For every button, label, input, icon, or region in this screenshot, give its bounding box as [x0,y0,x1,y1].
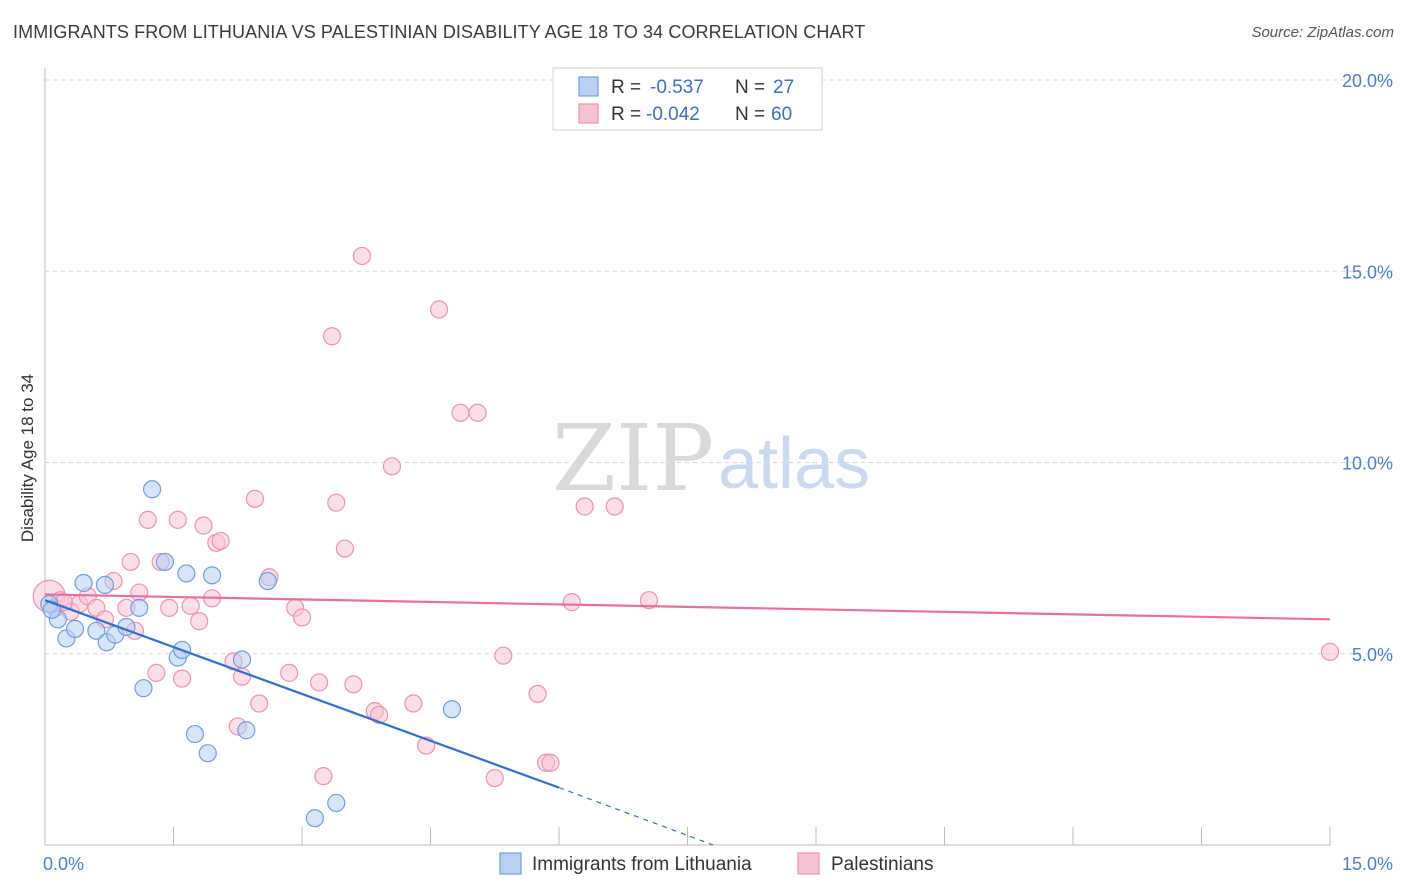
lithuania-point-16 [177,564,196,583]
lithuania-point-11 [134,679,153,698]
legend-n-value-palestinians: 60 [771,104,792,125]
palestinian-point-34 [314,767,333,786]
palestinian-point-39 [352,246,372,266]
palestinian-point-19 [190,612,209,631]
lithuania-point-25 [442,700,462,719]
legend-r-label-lithuania: R = [611,77,641,98]
watermark-atlas: atlas [718,424,870,504]
y-tick-label-1: 10.0% [1342,454,1393,474]
watermark-zip: ZIP [552,405,714,512]
axes [44,68,1331,846]
lithuania-point-10 [130,598,149,617]
lithuania-point-21 [237,721,256,740]
palestinian-point-11 [130,583,149,602]
palestinian-point-43 [404,694,423,713]
y-tick-label-0: 5.0% [1352,645,1393,665]
source-credit: Source: ZipAtlas.com [1251,24,1394,41]
legend-swatch-palestinians [578,103,599,124]
palestinian-point-23 [211,531,230,551]
palestinian-point-54 [575,497,594,516]
lithuania-point-22 [258,571,277,591]
palestinian-point-45 [429,300,449,319]
y-tick-label-2: 15.0% [1342,262,1393,282]
legend-r-value-lithuania: -0.537 [650,77,704,98]
palestinian-point-33 [310,673,329,692]
legend-n-value-lithuania: 27 [773,77,794,98]
y-axis-label: Disability Age 18 to 34 [18,374,37,542]
lithuania-point-13 [155,552,175,572]
lithuania-trend-line [44,599,560,789]
palestinian-point-15 [160,598,179,617]
lithuania-point-24 [327,793,346,813]
palestinian-point-13 [147,663,166,682]
palestinian-point-28 [250,694,269,713]
palestinian-point-55 [605,497,624,516]
palestinian-point-38 [344,675,363,694]
lithuania-point-26 [42,600,61,619]
palestinian-point-47 [468,403,487,422]
palestinian-point-20 [194,516,213,535]
x-tick-labels: 0.0% 15.0% [43,854,1393,874]
x-tick-label-0: 0.0% [43,854,84,874]
watermark: ZIP atlas [552,405,870,512]
lithuania-points [40,480,462,828]
palestinian-point-49 [494,646,513,665]
palestinian-point-30 [280,663,299,682]
palestinian-point-57 [1320,642,1340,661]
x-tick-label-1: 15.0% [1342,854,1393,874]
palestinian-point-42 [382,457,402,476]
trend-lines [44,593,1331,846]
lithuania-point-4 [74,573,93,593]
palestinian-point-46 [451,403,470,422]
palestinian-point-53 [562,593,581,612]
gridlines [45,79,1393,655]
palestinian-point-32 [292,608,312,627]
palestinian-point-50 [528,684,547,704]
legend-n-label-lithuania: N = [735,77,765,98]
lithuania-point-12 [142,480,162,499]
palestinian-point-41 [370,705,389,725]
palestinian-point-18 [181,596,200,616]
bottom-legend-label-lithuania: Immigrants from Lithuania [532,854,752,875]
legend-r-label-palestinians: R = [611,104,641,125]
palestinians-trend-line [44,593,1331,621]
palestinian-point-12 [138,510,157,529]
palestinian-point-10 [121,552,140,572]
lithuania-point-6 [95,575,115,595]
y-tick-labels: 5.0% 10.0% 15.0% 20.0% [1342,71,1393,665]
legend-swatch-lithuania [578,76,599,97]
palestinian-point-52 [541,753,560,772]
lithuania-point-18 [198,744,217,763]
chart-title: IMMIGRANTS FROM LITHUANIA VS PALESTINIAN… [13,22,866,42]
legend-n-label-palestinians: N = [735,104,765,125]
lithuania-point-19 [202,566,222,585]
palestinian-point-48 [485,768,504,788]
bottom-legend-swatch-palestinians [797,852,820,875]
palestinian-point-27 [245,489,264,508]
legend-bottom: Immigrants from Lithuania Palestinians [499,852,933,875]
lithuania-point-5 [87,621,106,640]
palestinian-point-56 [639,591,659,610]
palestinian-point-36 [327,493,346,512]
lithuania-point-3 [65,619,85,638]
lithuania-point-17 [185,724,205,744]
palestinian-point-17 [172,669,192,688]
legend-top: R = -0.537 N = 27 R = -0.042 N = 60 [552,67,823,131]
y-tick-label-3: 20.0% [1342,71,1393,91]
bottom-legend-swatch-lithuania [499,852,522,875]
palestinian-point-16 [168,510,187,529]
palestinian-point-37 [335,539,354,558]
lithuania-point-23 [305,809,324,828]
legend-r-value-palestinians: -0.042 [646,104,700,125]
palestinian-point-35 [322,327,342,346]
lithuania-point-20 [232,650,252,669]
palestinians-points [32,246,1340,788]
bottom-legend-label-palestinians: Palestinians [831,854,933,875]
lithuania-trend-extension [558,787,714,846]
